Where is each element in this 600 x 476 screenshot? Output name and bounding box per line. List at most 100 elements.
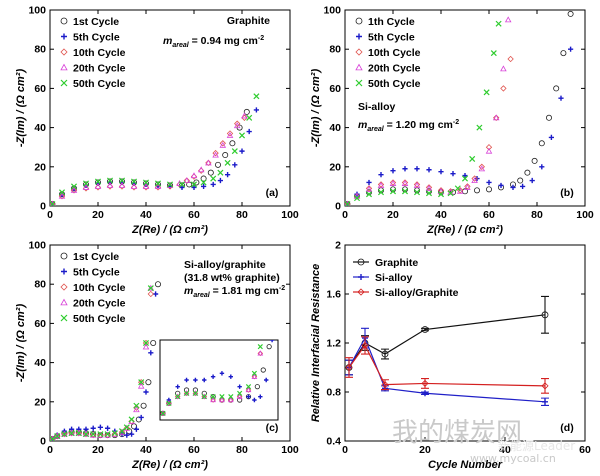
y-axis-label: -Z(Im) / (Ω cm²) — [15, 69, 27, 148]
series-line — [348, 336, 546, 403]
data-point — [140, 402, 147, 409]
data-point — [190, 181, 198, 188]
data-point — [355, 63, 363, 71]
data-point — [421, 326, 429, 333]
data-point — [531, 157, 538, 164]
data-point — [201, 183, 207, 189]
data-point — [258, 394, 263, 399]
series-line — [348, 314, 546, 368]
data-point — [191, 184, 197, 190]
data-point — [207, 169, 214, 176]
error-bar — [361, 336, 369, 355]
data-point — [148, 350, 154, 356]
data-point — [524, 169, 531, 176]
data-point — [174, 393, 181, 399]
x-tick-label: 40 — [435, 209, 447, 221]
data-point — [357, 258, 365, 266]
data-point — [437, 191, 445, 198]
x-axis-label: Z(Re) / (Ω cm²) — [426, 224, 503, 236]
y-tick-label: 20 — [34, 161, 46, 173]
data-point — [222, 152, 229, 159]
x-tick-label: 100 — [281, 444, 299, 456]
panel-label: (d) — [560, 422, 573, 434]
data-point — [273, 298, 277, 302]
data-point — [246, 128, 252, 135]
data-point — [355, 79, 363, 87]
error-bar — [345, 357, 353, 378]
data-point — [361, 341, 369, 350]
plot-frame — [344, 9, 586, 207]
data-point — [381, 350, 389, 358]
x-tick-label: 40 — [140, 209, 152, 221]
data-point — [228, 397, 234, 403]
annotation-title: Si-alloy — [358, 101, 396, 113]
chart-panel-1: 0 20 40 60 80 100 0 20 40 60 80 100 Z(Re) / (Ω cm²) -… — [15, 5, 299, 237]
y-tick-label: 0.4 — [326, 436, 341, 448]
data-point — [175, 394, 181, 400]
annotation-title: Si-alloy/graphite — [184, 259, 266, 271]
data-point — [471, 175, 478, 182]
data-point — [356, 33, 362, 40]
data-point — [166, 400, 172, 406]
series-5th-cycle — [345, 46, 574, 206]
data-point — [236, 393, 243, 399]
data-point — [520, 183, 526, 189]
series-50th-cycle — [50, 285, 154, 441]
x-tick-label: 60 — [483, 209, 495, 221]
data-point — [175, 384, 180, 389]
data-point — [137, 382, 145, 389]
legend-label: 50th Cycle — [368, 78, 421, 90]
data-point — [389, 188, 397, 195]
data-point — [257, 344, 263, 350]
data-point — [210, 181, 216, 188]
data-point — [205, 159, 212, 166]
data-point — [264, 304, 268, 308]
x-tick-label: 40 — [499, 444, 511, 456]
x-axis-label: Z(Re) / (Ω cm²) — [131, 459, 208, 471]
data-point — [401, 180, 409, 186]
data-point — [345, 200, 351, 206]
data-point — [365, 191, 373, 198]
data-point — [50, 435, 56, 441]
y-tick-label: 100 — [28, 5, 46, 17]
x-tick-label: 20 — [92, 209, 104, 221]
data-point — [61, 268, 67, 275]
data-point — [413, 181, 421, 188]
data-point — [450, 171, 456, 177]
data-point — [53, 432, 61, 439]
data-point — [378, 172, 384, 178]
data-point — [507, 55, 514, 63]
data-point — [104, 431, 111, 438]
data-point — [111, 430, 118, 437]
data-point — [498, 182, 504, 189]
data-point — [205, 159, 212, 167]
watermark-overlay: 新能源Leader — [498, 439, 576, 453]
data-point — [183, 390, 190, 396]
data-point — [105, 425, 111, 431]
data-point — [541, 311, 549, 319]
legend-label: 20th Cycle — [73, 63, 126, 75]
data-point — [210, 394, 216, 400]
data-point — [413, 189, 421, 196]
series-1st-cycle — [50, 108, 250, 206]
x-tick-label: 20 — [92, 444, 104, 456]
data-point — [154, 281, 161, 288]
data-point — [246, 114, 253, 121]
data-point — [270, 218, 274, 222]
data-point — [210, 175, 217, 182]
data-point — [500, 85, 507, 92]
data-point — [75, 430, 82, 437]
data-point — [264, 298, 268, 302]
y-axis-label: -Z(Im) / (Ω cm²) — [310, 69, 322, 148]
data-point — [210, 397, 216, 403]
data-point — [143, 389, 149, 395]
data-point — [50, 435, 56, 441]
data-point — [82, 183, 90, 190]
data-point — [236, 393, 243, 400]
data-point — [377, 189, 385, 196]
x-tick-label: 0 — [47, 209, 53, 221]
data-point — [61, 430, 68, 437]
data-point — [377, 181, 385, 188]
data-point — [130, 178, 138, 185]
